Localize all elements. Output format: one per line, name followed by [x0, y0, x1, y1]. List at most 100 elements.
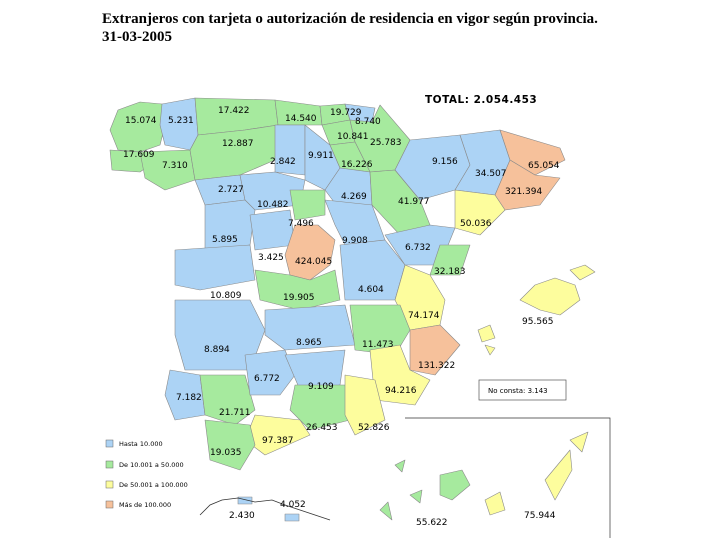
value-tarragona: 50.036 — [460, 219, 492, 229]
province-tarragona — [454, 189, 506, 236]
ceuta — [237, 496, 253, 505]
legend-swatch-mas-100000 — [105, 500, 114, 509]
province-sevilla — [199, 374, 256, 426]
value-santa-cruz-de-tenerife: 55.622 — [416, 518, 448, 528]
value-burgos: 9.911 — [308, 151, 334, 161]
value-toledo: 19.905 — [283, 293, 315, 303]
value-segovia: 7.496 — [288, 219, 314, 229]
value-malaga: 97.387 — [262, 436, 294, 446]
value-las-palmas: 75.944 — [524, 511, 556, 521]
value-leon: 12.887 — [222, 139, 254, 149]
value-navarra: 25.783 — [370, 138, 402, 148]
province-ourense — [139, 149, 196, 191]
value-pontevedra: 17.609 — [123, 150, 155, 160]
value-caceres: 10.809 — [210, 291, 242, 301]
province-cordoba — [244, 349, 296, 396]
value-a-coruna: 15.074 — [125, 116, 157, 126]
value-alava: 10.841 — [337, 132, 369, 142]
value-palencia: 2.842 — [270, 157, 296, 167]
title-line-2: 31-03-2005 — [102, 29, 172, 45]
value-valencia: 74.174 — [408, 311, 440, 321]
value-huelva: 7.182 — [176, 393, 202, 403]
total-label: TOTAL: 2.054.453 — [425, 94, 537, 106]
value-cantabria: 14.540 — [285, 114, 317, 124]
value-alicante: 131.322 — [418, 361, 455, 371]
value-ciudad-real: 8.965 — [296, 338, 322, 348]
value-baleares: 95.565 — [522, 317, 554, 327]
island-la-gomera — [409, 489, 423, 504]
legend: Hasta 10.000 De 10.001 a 50.000 De 50.00… — [105, 439, 188, 509]
value-ceuta: 2.430 — [229, 511, 255, 521]
value-asturias: 17.422 — [218, 106, 250, 116]
value-castellon: 32.183 — [434, 267, 466, 277]
value-badajoz: 8.894 — [204, 345, 230, 355]
value-murcia: 94.216 — [385, 386, 417, 396]
value-granada: 26.453 — [306, 423, 338, 433]
island-gran-canaria — [484, 491, 506, 516]
value-zamora: 2.727 — [218, 185, 244, 195]
value-lugo: 5.231 — [168, 116, 194, 126]
value-valladolid: 10.482 — [257, 200, 289, 210]
province-a-coruna — [109, 101, 166, 153]
value-avila: 3.425 — [258, 253, 284, 263]
province-caceres — [174, 244, 256, 291]
island-tenerife — [439, 469, 471, 501]
title-line-1: Extranjeros con tarjeta o autorización d… — [102, 11, 598, 27]
province-labels: 15.074 5.231 17.422 14.540 19.729 8.740 … — [123, 106, 560, 528]
province-segovia — [289, 189, 326, 221]
melilla — [284, 513, 300, 522]
province-alicante — [409, 324, 461, 376]
legend-label-50001-100000: De 50.001 a 100.000 — [119, 481, 188, 489]
island-ibiza — [477, 324, 496, 343]
province-avila — [249, 209, 296, 251]
value-cadiz: 19.035 — [210, 448, 242, 458]
value-guipuzcoa: 8.740 — [355, 117, 381, 127]
value-girona: 65.054 — [528, 161, 560, 171]
province-cadiz — [204, 419, 256, 471]
legend-label-10001-50000: De 10.001 a 50.000 — [119, 461, 184, 469]
province-granada — [289, 384, 351, 431]
island-mallorca — [519, 277, 581, 316]
value-teruel: 6.732 — [405, 243, 431, 253]
map-title: Extranjeros con tarjeta o autorización d… — [102, 10, 662, 46]
legend-label-hasta-10000: Hasta 10.000 — [119, 440, 163, 448]
no-consta-box — [478, 379, 567, 401]
province-ciudad-real — [264, 304, 356, 351]
value-albacete: 11.473 — [362, 340, 394, 350]
value-melilla: 4.052 — [280, 500, 306, 510]
legend-swatch-hasta-10000 — [105, 439, 114, 448]
value-sevilla: 21.711 — [219, 408, 251, 418]
value-huesca: 9.156 — [432, 157, 458, 167]
value-zaragoza: 41.977 — [398, 197, 430, 207]
value-cordoba: 6.772 — [254, 374, 280, 384]
value-salamanca: 5.895 — [212, 235, 238, 245]
africa-coastline — [199, 497, 331, 521]
value-guadalajara: 9.908 — [342, 236, 368, 246]
province-almeria — [344, 374, 386, 436]
island-fuerteventura — [544, 449, 573, 501]
value-almeria: 52.826 — [358, 423, 390, 433]
island-la-palma — [379, 501, 393, 521]
legend-swatch-50001-100000 — [105, 480, 114, 489]
legend-swatch-10001-50000 — [105, 460, 114, 469]
island-formentera — [484, 344, 496, 356]
province-huelva — [164, 369, 206, 421]
canary-islands-frame — [405, 417, 611, 538]
no-consta-label: No consta: 3.143 — [488, 387, 548, 395]
value-soria: 4.269 — [341, 192, 367, 202]
legend-label-mas-100000: Más de 100.000 — [119, 501, 171, 509]
value-madrid: 424.045 — [295, 257, 332, 267]
province-palencia — [274, 124, 306, 176]
value-vizcaya: 19.729 — [330, 108, 362, 118]
province-castellon — [429, 244, 471, 276]
island-el-hierro — [394, 459, 406, 473]
province-malaga — [244, 414, 311, 456]
value-la-rioja: 16.226 — [341, 160, 373, 170]
value-cuenca: 4.604 — [358, 285, 384, 295]
province-toledo — [254, 269, 341, 311]
island-menorca — [569, 264, 596, 281]
island-lanzarote — [569, 431, 589, 453]
province-madrid — [284, 224, 336, 281]
province-leon — [189, 124, 279, 181]
